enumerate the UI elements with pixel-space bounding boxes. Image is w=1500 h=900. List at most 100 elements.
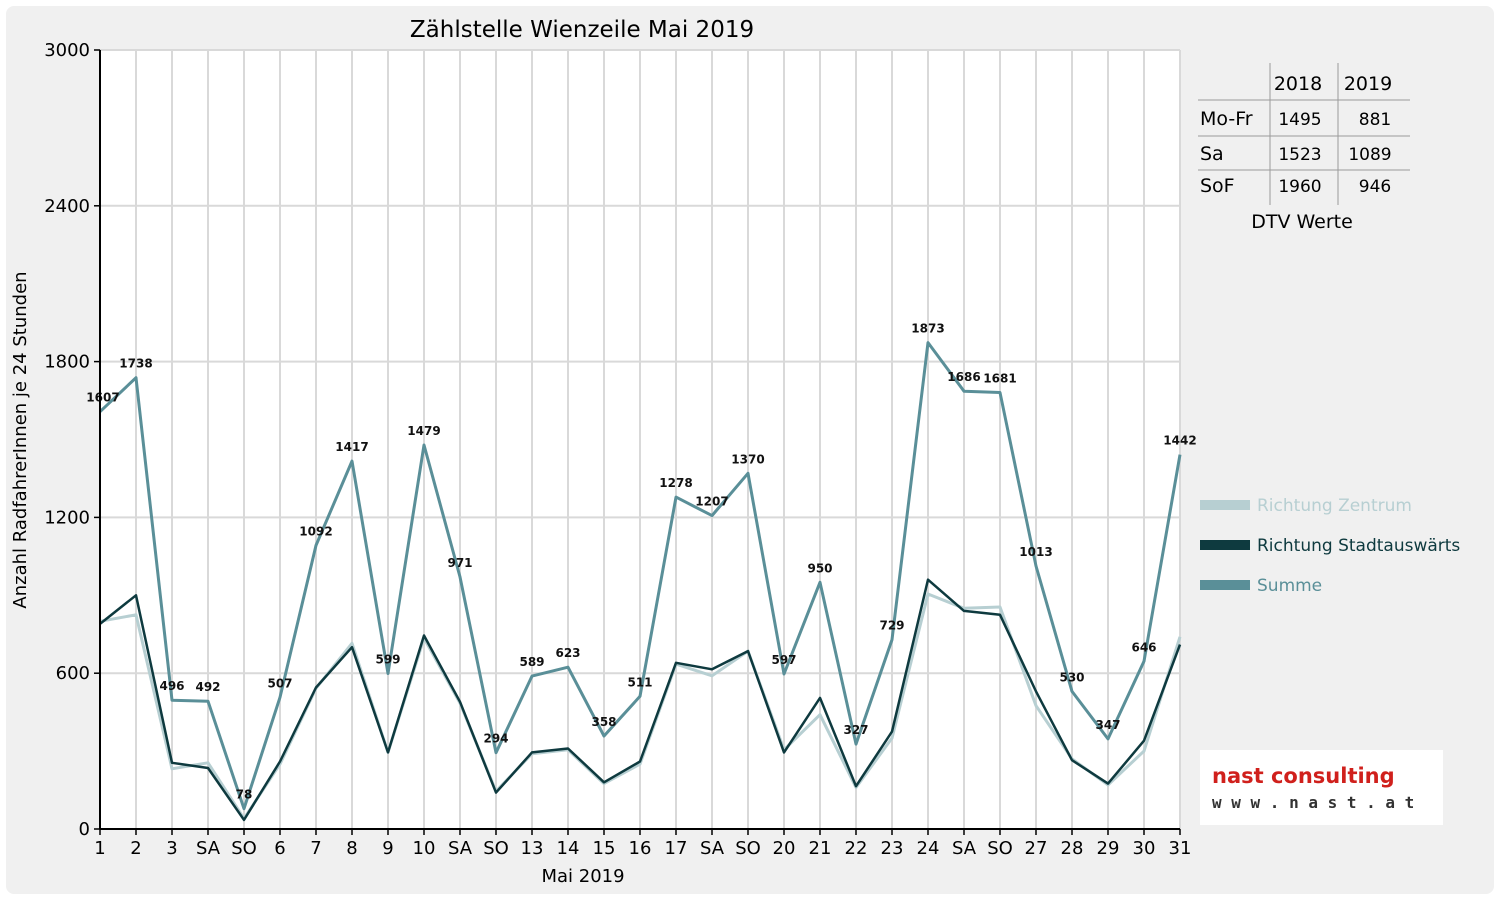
series-line-2: [99, 578, 1182, 822]
table-cell: 881: [1359, 110, 1391, 130]
data-label: 492: [195, 680, 220, 694]
x-axis-label: Mai 2019: [541, 866, 624, 887]
data-label: 78: [236, 788, 253, 802]
table-row-label: Mo-Fr: [1200, 108, 1253, 130]
data-label: 589: [519, 655, 544, 669]
x-tick-label: SA: [196, 838, 221, 859]
x-tick-label: SA: [700, 838, 725, 859]
x-tick-label: SO: [987, 838, 1013, 859]
logo-background: [1200, 750, 1443, 825]
y-tick-label: 2400: [44, 196, 90, 217]
x-tick-labels: 1 2 3 SA SO 6 7 8 9 10 SA SO 13 14 15 16 17 SA SO 20 21 22 23 2…: [94, 838, 1191, 859]
series-line-3: [98, 341, 1182, 811]
x-tick-label: 17: [665, 838, 688, 859]
data-label: 1738: [119, 357, 152, 371]
x-tick-label: 6: [274, 838, 285, 859]
table-caption: DTV Werte: [1251, 211, 1353, 233]
x-tick-label: 9: [382, 838, 393, 859]
x-tick-label: 8: [346, 838, 357, 859]
legend-entry: Richtung Stadtauswärts: [1257, 536, 1460, 556]
data-label: 1479: [407, 424, 440, 438]
table-cell: 1495: [1278, 110, 1321, 130]
x-tick-label: 7: [310, 838, 321, 859]
data-label: 646: [1131, 640, 1156, 654]
y-tick-labels: 0 600 1200 1800 2400 3000: [44, 40, 90, 840]
x-tick-label: 10: [413, 838, 436, 859]
data-label: 597: [771, 653, 796, 667]
x-tick-label: 31: [1169, 838, 1192, 859]
table-cell: 1523: [1278, 145, 1321, 165]
x-tick-label: 14: [557, 838, 580, 859]
data-label: 971: [447, 556, 472, 570]
x-tick-label: 1: [94, 838, 105, 859]
data-label: 358: [591, 715, 616, 729]
data-label: 1370: [731, 452, 764, 466]
x-tick-label: SO: [231, 838, 257, 859]
legend: Richtung Zentrum Richtung Stadtauswärts Su…: [1200, 496, 1460, 596]
x-tick-label: 28: [1061, 838, 1084, 859]
chart-title: Zählstelle Wienzeile Mai 2019: [410, 17, 754, 43]
dtv-table: 2018 2019 Mo-Fr 1495 881 Sa 1523 1089 So…: [1198, 63, 1410, 233]
series-lines: [98, 341, 1182, 822]
data-label: 1686: [947, 370, 980, 384]
x-tick-label: 29: [1097, 838, 1120, 859]
data-label: 1681: [983, 372, 1016, 386]
data-label: 1607: [86, 391, 119, 405]
y-axis-label: Anzahl RadfahrerInnen je 24 Stunden: [10, 271, 31, 608]
data-labels: 1607 1738 496 492 78 507 1092 1417 599 1479 971 294…: [86, 322, 1196, 802]
data-label: 347: [1095, 718, 1120, 732]
y-tick-label: 1200: [44, 507, 90, 528]
table-header-2019: 2019: [1344, 73, 1392, 95]
data-label: 496: [159, 679, 184, 693]
x-tick-label: SA: [952, 838, 977, 859]
x-tick-label: 22: [845, 838, 868, 859]
data-label: 1013: [1019, 545, 1052, 559]
x-tick-label: 30: [1133, 838, 1156, 859]
legend-swatch: [1200, 540, 1250, 550]
table-cell: 1960: [1278, 177, 1321, 197]
data-label: 950: [807, 561, 832, 575]
logo: nast consulting w w w . n a s t . a t: [1200, 750, 1443, 825]
y-tick-label: 1800: [44, 352, 90, 373]
data-label: 729: [879, 619, 904, 633]
data-label: 599: [375, 652, 400, 666]
table-cell: 1089: [1348, 145, 1391, 165]
data-label: 623: [555, 646, 580, 660]
x-tick-label: 24: [917, 838, 940, 859]
data-label: 1207: [695, 495, 728, 509]
y-tick-label: 3000: [44, 40, 90, 61]
table-cell: 946: [1359, 177, 1391, 197]
legend-swatch: [1200, 500, 1250, 510]
data-label: 1278: [659, 476, 692, 490]
data-label: 511: [627, 675, 652, 689]
legend-entry: Summe: [1257, 576, 1322, 596]
x-tick-label: 13: [521, 838, 544, 859]
y-tick-label: 0: [79, 819, 90, 840]
data-label: 327: [843, 723, 868, 737]
x-tick-label: 2: [130, 838, 141, 859]
data-label: 1442: [1163, 434, 1196, 448]
x-tick-label: SO: [483, 838, 509, 859]
y-tick-label: 600: [56, 663, 90, 684]
data-label: 507: [267, 676, 292, 690]
data-label: 530: [1059, 670, 1084, 684]
table-header-2018: 2018: [1274, 73, 1322, 95]
logo-text: nast consulting: [1212, 764, 1395, 788]
series-line-1: [99, 592, 1182, 821]
x-tick-label: 3: [166, 838, 177, 859]
data-label: 1417: [335, 440, 368, 454]
axes: [94, 49, 1181, 835]
x-tick-label: 20: [773, 838, 796, 859]
data-label: 1092: [299, 524, 332, 538]
grid: [100, 49, 1181, 829]
data-label: 294: [483, 732, 508, 746]
x-tick-label: SA: [448, 838, 473, 859]
table-row-label: Sa: [1200, 143, 1224, 165]
x-tick-label: 27: [1025, 838, 1048, 859]
x-tick-label: SO: [735, 838, 761, 859]
data-label: 1873: [911, 322, 944, 336]
x-tick-label: 16: [629, 838, 652, 859]
logo-url: w w w . n a s t . a t: [1212, 793, 1414, 812]
table-row-label: SoF: [1200, 175, 1235, 197]
